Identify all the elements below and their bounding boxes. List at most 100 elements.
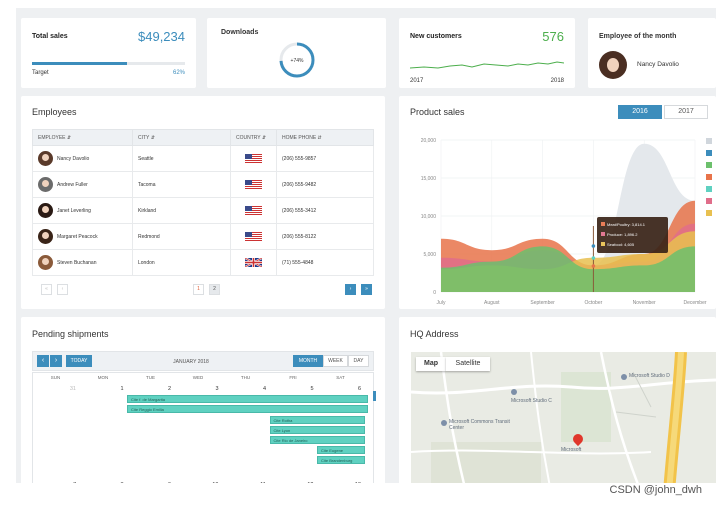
map-label-studio-d: Microsoft Studio D — [629, 373, 670, 379]
country-cell — [230, 249, 277, 276]
total-sales-progress-fill — [32, 62, 127, 65]
x-tick-label: September — [530, 300, 555, 306]
downloads-card: Downloads +74% — [207, 18, 386, 88]
calendar-day-cell[interactable]: 2 — [167, 386, 171, 392]
phone-cell: (206) 555-9482 — [276, 171, 374, 198]
calendar-event[interactable]: Cite Rio de Janeiro — [269, 436, 365, 444]
pager-last-button[interactable]: » — [361, 284, 372, 295]
pager-page-1[interactable]: 1 — [193, 284, 204, 295]
calendar-event[interactable]: Cite f. de Margarita — [127, 395, 368, 403]
employee-name: Janet Leverling — [57, 207, 91, 214]
tooltip-text-produce: Produce: 1,896.2 — [607, 232, 638, 237]
employee-cell: Andrew Fuller — [32, 171, 133, 198]
us-flag-icon — [245, 206, 262, 215]
employees-title: Employees — [32, 107, 77, 117]
calendar-event[interactable]: Cite Lyon — [269, 426, 365, 434]
employee-cell: Nancy Davolio — [32, 145, 133, 172]
pager-prev-button[interactable]: ‹ — [57, 284, 68, 295]
calendar-day-cell[interactable]: 13 — [317, 482, 361, 483]
calendar-day-view-button[interactable]: DAY — [348, 355, 369, 367]
pager-page-2[interactable]: 2 — [209, 284, 220, 295]
calendar-month-view-button[interactable]: MONTH — [293, 355, 323, 367]
map-place-icon — [621, 374, 627, 380]
pager-next-button[interactable]: › — [345, 284, 356, 295]
employee-of-month-name: Nancy Davolio — [637, 61, 679, 68]
calendar-weekday-tue: TUE — [146, 375, 155, 380]
tooltip-row-meat: Meat/Poultry: 3,814.1 — [601, 220, 664, 230]
column-header-employee[interactable]: EMPLOYEE ⇵ — [32, 129, 133, 146]
total-sales-percent: 62% — [172, 70, 185, 76]
hq-address-title: HQ Address — [410, 329, 459, 339]
dashboard: Total sales $49,234 Target 62% Downloads… — [16, 8, 716, 483]
legend-swatch — [706, 198, 712, 204]
calendar-day-cell[interactable]: 4 — [262, 386, 266, 392]
calendar-today-button[interactable]: TODAY — [66, 355, 92, 367]
map-tab-map[interactable]: Map — [416, 357, 446, 371]
calendar-event[interactable]: Cite Rotha — [269, 416, 365, 424]
city-cell: Tacoma — [132, 171, 231, 198]
employee-of-month-avatar — [599, 51, 627, 79]
calendar-weekday-sun: SUN — [50, 375, 61, 380]
calendar-weekday-thu: THU — [240, 375, 251, 380]
calendar-day-cell[interactable]: 7 — [32, 482, 76, 483]
avatar — [38, 177, 53, 192]
calendar-day-cell[interactable]: 5 — [310, 386, 314, 392]
calendar-weekday-wed: WED — [192, 375, 204, 380]
tab-2017[interactable]: 2017 — [664, 105, 708, 119]
calendar-event[interactable]: Cite Brandenburg — [317, 456, 365, 464]
table-row[interactable]: Janet Leverling Kirkland (206) 555-3412 — [32, 197, 374, 224]
calendar-day-cell[interactable]: 12 — [270, 482, 313, 483]
calendar-weekday-fri: FRI — [289, 375, 297, 380]
chart-tooltip: Meat/Poultry: 3,814.1 Produce: 1,896.2 S… — [597, 217, 668, 253]
map-tab-satellite[interactable]: Satellite — [446, 357, 490, 371]
calendar-scrollbar[interactable] — [373, 391, 376, 401]
column-header-country[interactable]: COUNTRY ⇵ — [230, 129, 277, 146]
employees-card: Employees EMPLOYEE ⇵ CITY ⇵ COUNTRY ⇵ HO… — [21, 96, 385, 309]
country-cell — [230, 145, 277, 172]
calendar-prev-button[interactable]: ‹ — [37, 355, 49, 367]
column-header-phone[interactable]: HOME PHONE ⇵ — [276, 129, 374, 146]
calendar-day-cell[interactable]: 8 — [80, 482, 123, 483]
chart-hover-point — [591, 244, 596, 248]
total-sales-progress-track — [32, 62, 185, 65]
map[interactable]: Map Satellite Microsoft Studio C Microso… — [411, 352, 716, 483]
calendar-day-cell[interactable]: 1 — [120, 386, 124, 392]
downloads-gauge — [279, 42, 315, 78]
x-tick-label: October — [585, 300, 603, 306]
column-header-city[interactable]: CITY ⇵ — [132, 129, 231, 146]
map-label-studio-c: Microsoft Studio C — [511, 398, 552, 404]
downloads-title: Downloads — [221, 29, 259, 36]
total-sales-value: $49,234 — [138, 29, 185, 44]
city-cell: London — [132, 249, 231, 276]
calendar-event[interactable]: Cite Reggio Emilia — [127, 405, 368, 413]
pager-first-button[interactable]: « — [41, 284, 52, 295]
us-flag-icon — [245, 232, 262, 241]
table-row[interactable]: Andrew Fuller Tacoma (206) 555-9482 — [32, 171, 374, 198]
calendar-week-view-button[interactable]: WEEK — [323, 355, 348, 367]
calendar-weekday-sat: SAT — [336, 375, 345, 380]
table-row[interactable]: Steven Buchanan London (71) 555-4848 — [32, 249, 374, 276]
table-row[interactable]: Margaret Peacock Redmond (206) 555-8122 — [32, 223, 374, 250]
phone-cell: (206) 555-8122 — [276, 223, 374, 250]
calendar-day-cell[interactable]: 10 — [175, 482, 218, 483]
table-row[interactable]: Nancy Davolio Seattle (206) 555-9857 — [32, 145, 374, 172]
tab-2016[interactable]: 2016 — [618, 105, 662, 119]
calendar-day-cell[interactable]: 6 — [357, 386, 361, 392]
pending-shipments-card: Pending shipments ‹ › TODAY JANUARY 2018… — [21, 317, 385, 483]
calendar-day-cell[interactable]: 11 — [222, 482, 266, 483]
y-tick-label: 0 — [433, 290, 436, 296]
employees-table-body: Nancy Davolio Seattle (206) 555-9857 Andrew… — [32, 145, 374, 276]
country-cell — [230, 171, 277, 198]
y-tick-label: 20,000 — [421, 138, 437, 144]
calendar-next-button[interactable]: › — [50, 355, 62, 367]
new-customers-year-end: 2018 — [550, 78, 564, 84]
city-cell: Kirkland — [132, 197, 231, 224]
new-customers-card: New customers 576 2017 2018 — [399, 18, 575, 88]
calendar-event[interactable]: Cite Eugene — [317, 446, 365, 454]
tooltip-row-produce: Produce: 1,896.2 — [601, 230, 664, 240]
calendar-day-cell[interactable]: 3 — [215, 386, 219, 392]
calendar-day-cell[interactable]: 31 — [69, 386, 76, 392]
phone-cell: (71) 555-4848 — [276, 249, 374, 276]
chart-hover-point — [591, 264, 596, 268]
calendar-day-cell[interactable]: 9 — [127, 482, 171, 483]
